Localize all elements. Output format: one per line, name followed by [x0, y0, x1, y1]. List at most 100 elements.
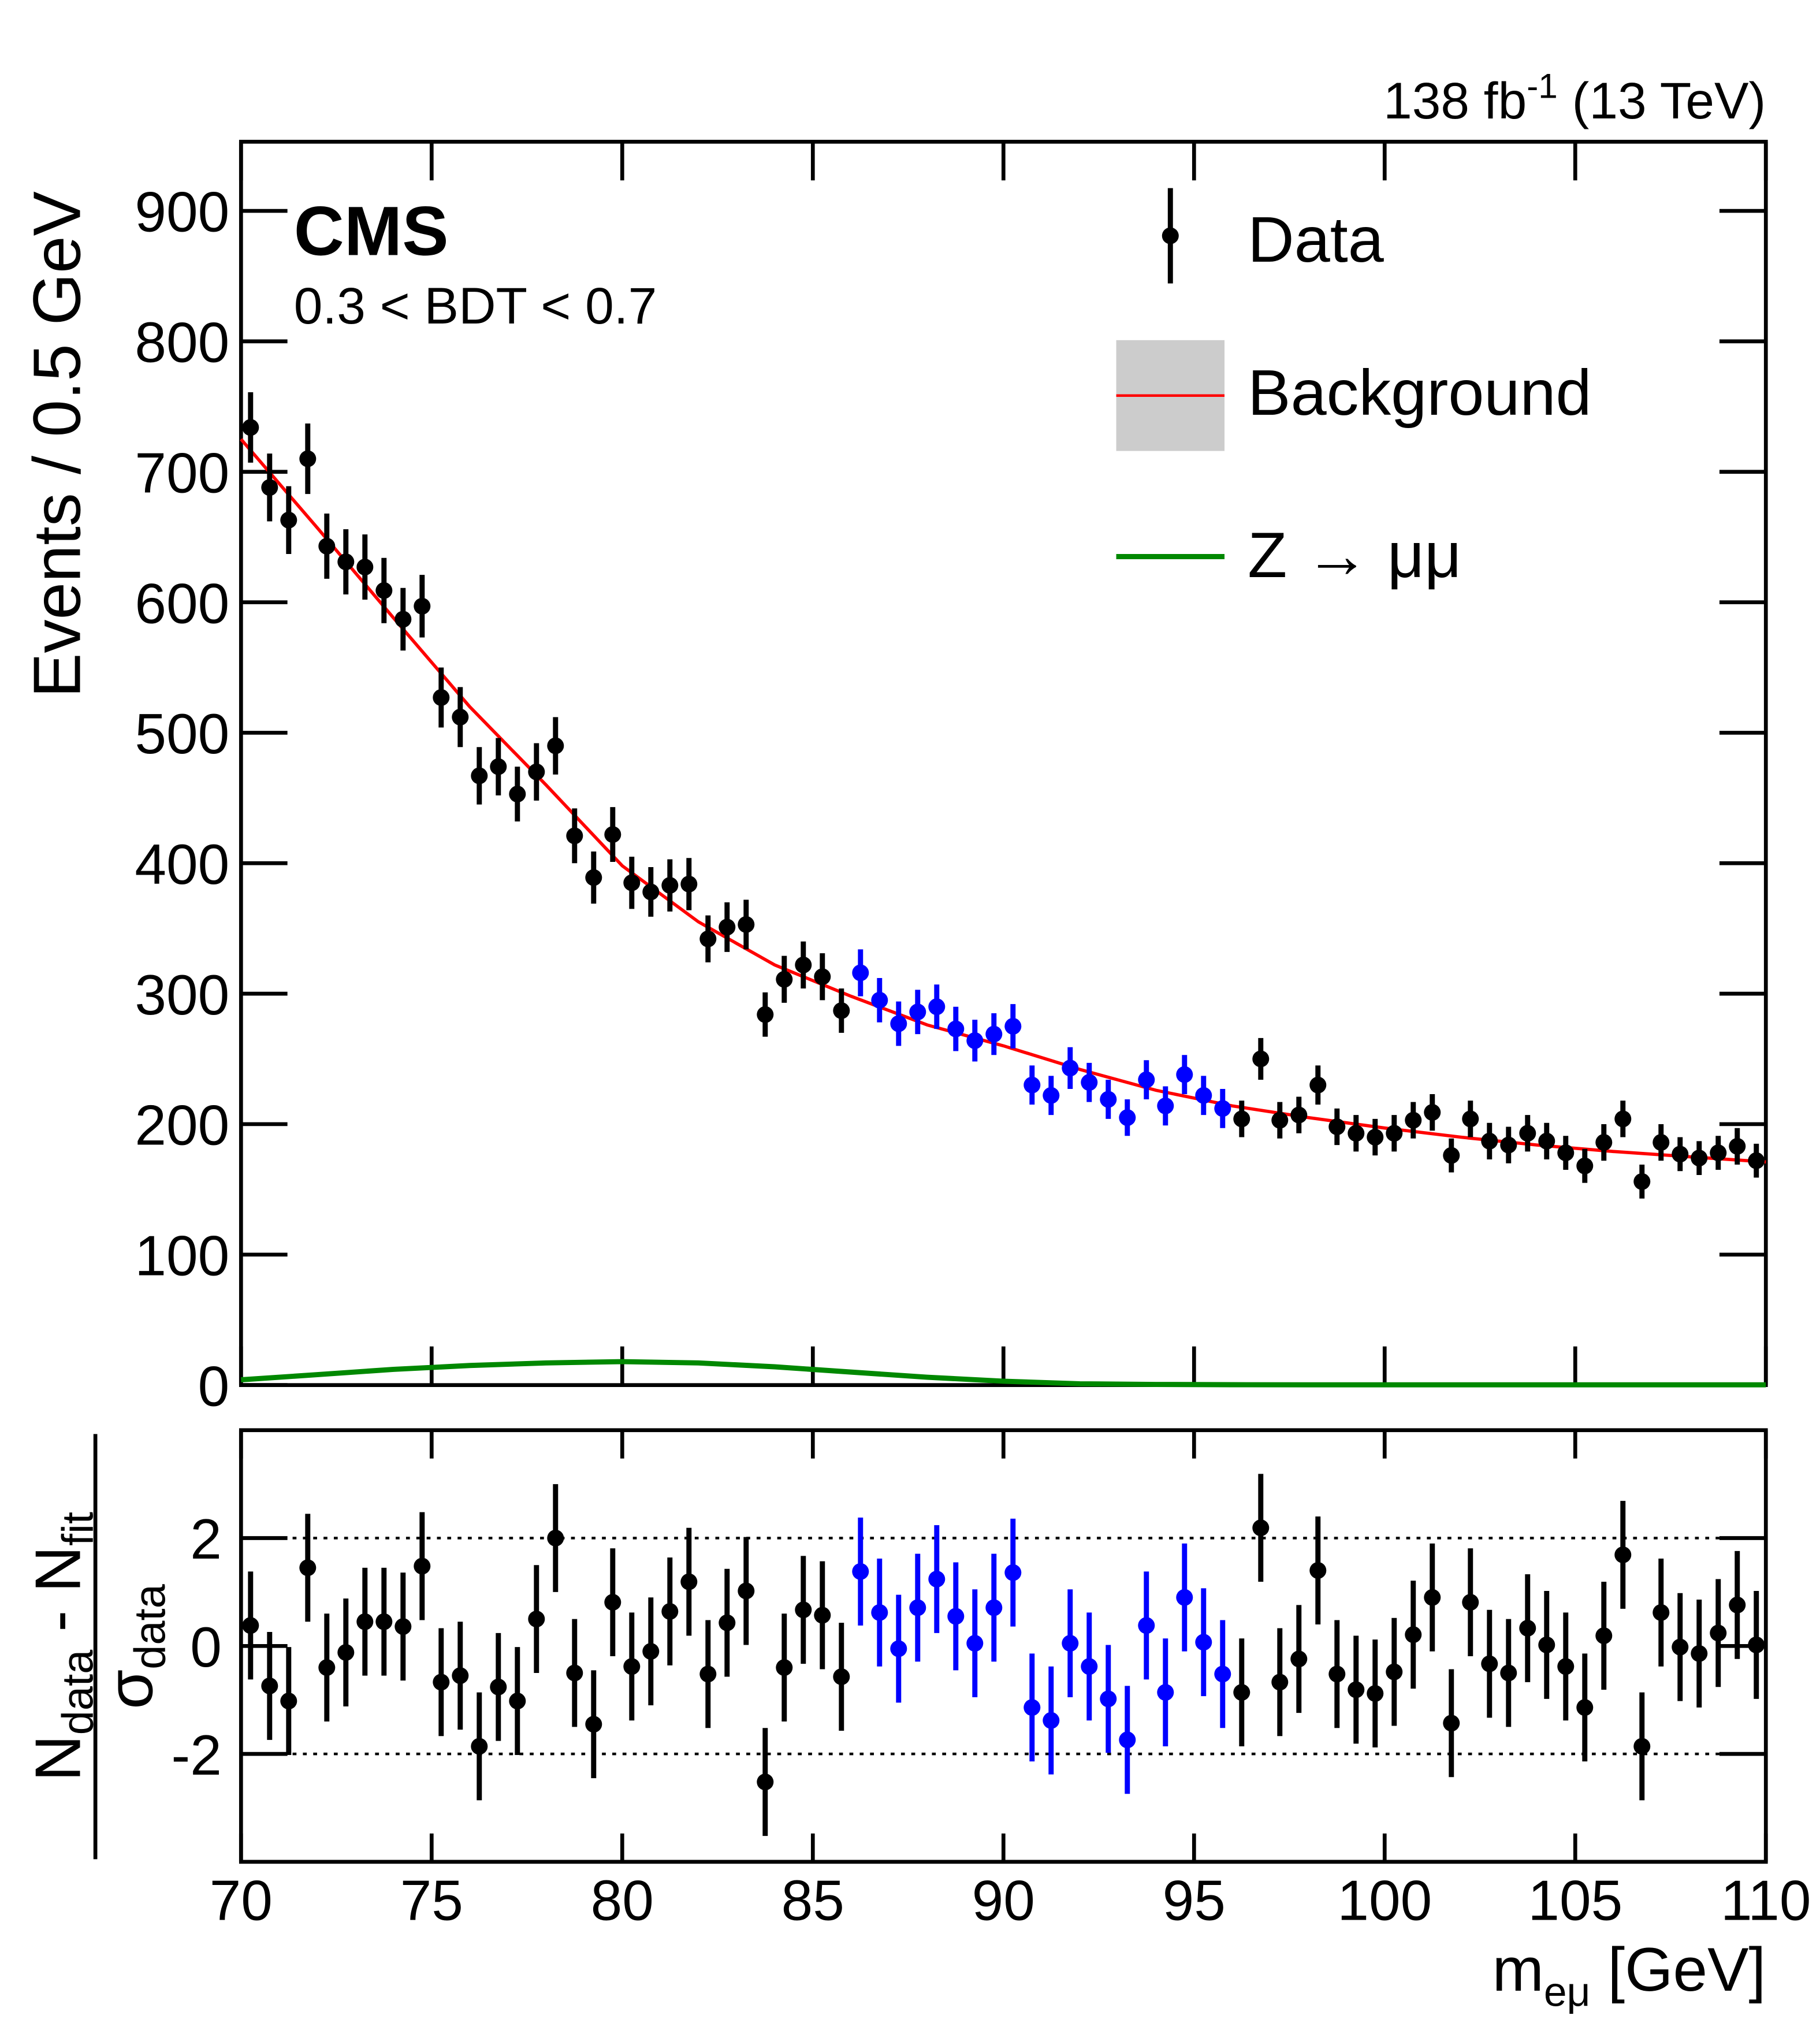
ratio-point: [1328, 1665, 1346, 1683]
ratio-point: [719, 1614, 736, 1631]
data-point: [337, 553, 355, 571]
ratio-point: [1290, 1650, 1308, 1668]
data-point: [1748, 1152, 1765, 1169]
lumi-sup: -1: [1527, 66, 1558, 106]
data-point: [452, 708, 469, 726]
data-point: [356, 559, 374, 576]
x-label-unit: [GeV]: [1591, 1935, 1766, 2004]
ratio-point: [318, 1659, 336, 1676]
data-point: [528, 763, 545, 780]
ratio-sigma: σ: [94, 1670, 166, 1709]
y-tick-label: 300: [135, 963, 229, 1027]
curve: [241, 1359, 1766, 1388]
x-tick-label: 100: [1337, 1868, 1432, 1932]
ratio-frame: [239, 1428, 1768, 1864]
ratio-point: [1043, 1712, 1060, 1729]
ratio-point: [1195, 1634, 1212, 1651]
data-point: [585, 869, 602, 886]
ratio-point: [776, 1659, 793, 1676]
data-point: [1252, 1050, 1270, 1068]
ratio-point: [1748, 1636, 1765, 1653]
experiment-label: CMS: [294, 192, 449, 270]
legend-label: Data: [1248, 203, 1384, 276]
x-tick-label: 85: [781, 1868, 844, 1932]
data-point: [394, 611, 412, 628]
data-point: [1633, 1173, 1651, 1190]
data-point: [566, 827, 583, 845]
data-point: [1195, 1087, 1212, 1104]
data-point: [1348, 1125, 1365, 1142]
data-point: [1004, 1018, 1022, 1035]
ratio-point: [642, 1643, 660, 1660]
y-tick-label: 700: [135, 441, 229, 504]
ratio-point: [1710, 1624, 1727, 1642]
ratio-point: [1672, 1638, 1689, 1656]
ratio-denominator: σdata: [94, 1583, 174, 1709]
ratio-y-tick-label: 0: [190, 1615, 222, 1679]
ratio-point: [1405, 1626, 1422, 1644]
ratio-point: [814, 1607, 831, 1624]
x-label-sub: eμ: [1544, 1969, 1591, 2016]
x-axis-label: meμ [GeV]: [1493, 1935, 1766, 2016]
data-point: [1405, 1111, 1422, 1129]
ratio-point: [356, 1613, 374, 1630]
ratio-point: [795, 1601, 812, 1619]
data-point: [280, 511, 297, 529]
data-point: [1672, 1146, 1689, 1163]
ratio-point: [1500, 1664, 1517, 1682]
data-point: [1119, 1109, 1136, 1126]
lumi-energy: (13 TeV): [1558, 72, 1766, 129]
legend-label: Z → μμ: [1248, 519, 1461, 591]
ratio-point: [242, 1617, 259, 1634]
selection-label: 0.3 < BDT < 0.7: [294, 277, 657, 334]
data-point: [1328, 1118, 1346, 1135]
ratio-point: [394, 1618, 412, 1635]
ratio-point: [261, 1677, 278, 1694]
ratio-sigma-sub: data: [126, 1583, 175, 1669]
ratio-point: [1691, 1645, 1708, 1662]
data-point: [1691, 1150, 1708, 1167]
data-point: [414, 597, 431, 615]
curve: [240, 438, 1766, 1164]
data-point: [375, 582, 393, 599]
ratio-point: [1309, 1562, 1327, 1579]
data-point: [1023, 1076, 1041, 1094]
data-point: [852, 964, 869, 981]
data-point: [1462, 1110, 1479, 1128]
data-point: [261, 479, 278, 496]
ratio-point: [909, 1599, 926, 1616]
data-point: [1576, 1157, 1594, 1174]
data-point: [1233, 1110, 1250, 1128]
ratio-point: [757, 1773, 774, 1791]
ratio-point: [1576, 1699, 1594, 1716]
data-point: [1176, 1066, 1193, 1083]
ratio-point: [414, 1557, 431, 1575]
data-point: [928, 998, 946, 1016]
y-tick-label: 0: [198, 1354, 230, 1418]
data-point: [1443, 1147, 1460, 1164]
ratio-point: [1595, 1627, 1613, 1645]
ratio-point: [1424, 1589, 1441, 1606]
ratio-point: [1443, 1715, 1460, 1732]
data-point: [719, 919, 736, 936]
x-tick-label: 110: [1721, 1868, 1811, 1932]
data-point: [699, 930, 717, 947]
ratio-point: [1138, 1617, 1155, 1634]
data-point: [1290, 1106, 1308, 1124]
ratio-point: [490, 1678, 507, 1695]
data-point: [795, 956, 812, 973]
data-point: [1367, 1129, 1384, 1146]
data-point: [757, 1006, 774, 1023]
data-point: [1710, 1144, 1727, 1162]
y-tick-label: 800: [135, 311, 229, 374]
ratio-point: [1633, 1738, 1651, 1755]
ratio-point: [1729, 1596, 1746, 1613]
ratio-point: [1023, 1699, 1041, 1716]
ratio-point: [871, 1604, 888, 1621]
ratio-numerator: Ndata - Nfit: [21, 1512, 102, 1782]
data-point: [985, 1025, 1003, 1043]
y-tick-label: 200: [135, 1094, 229, 1157]
data-point: [604, 826, 621, 843]
data-point: [318, 537, 336, 555]
ratio-point: [280, 1693, 297, 1710]
